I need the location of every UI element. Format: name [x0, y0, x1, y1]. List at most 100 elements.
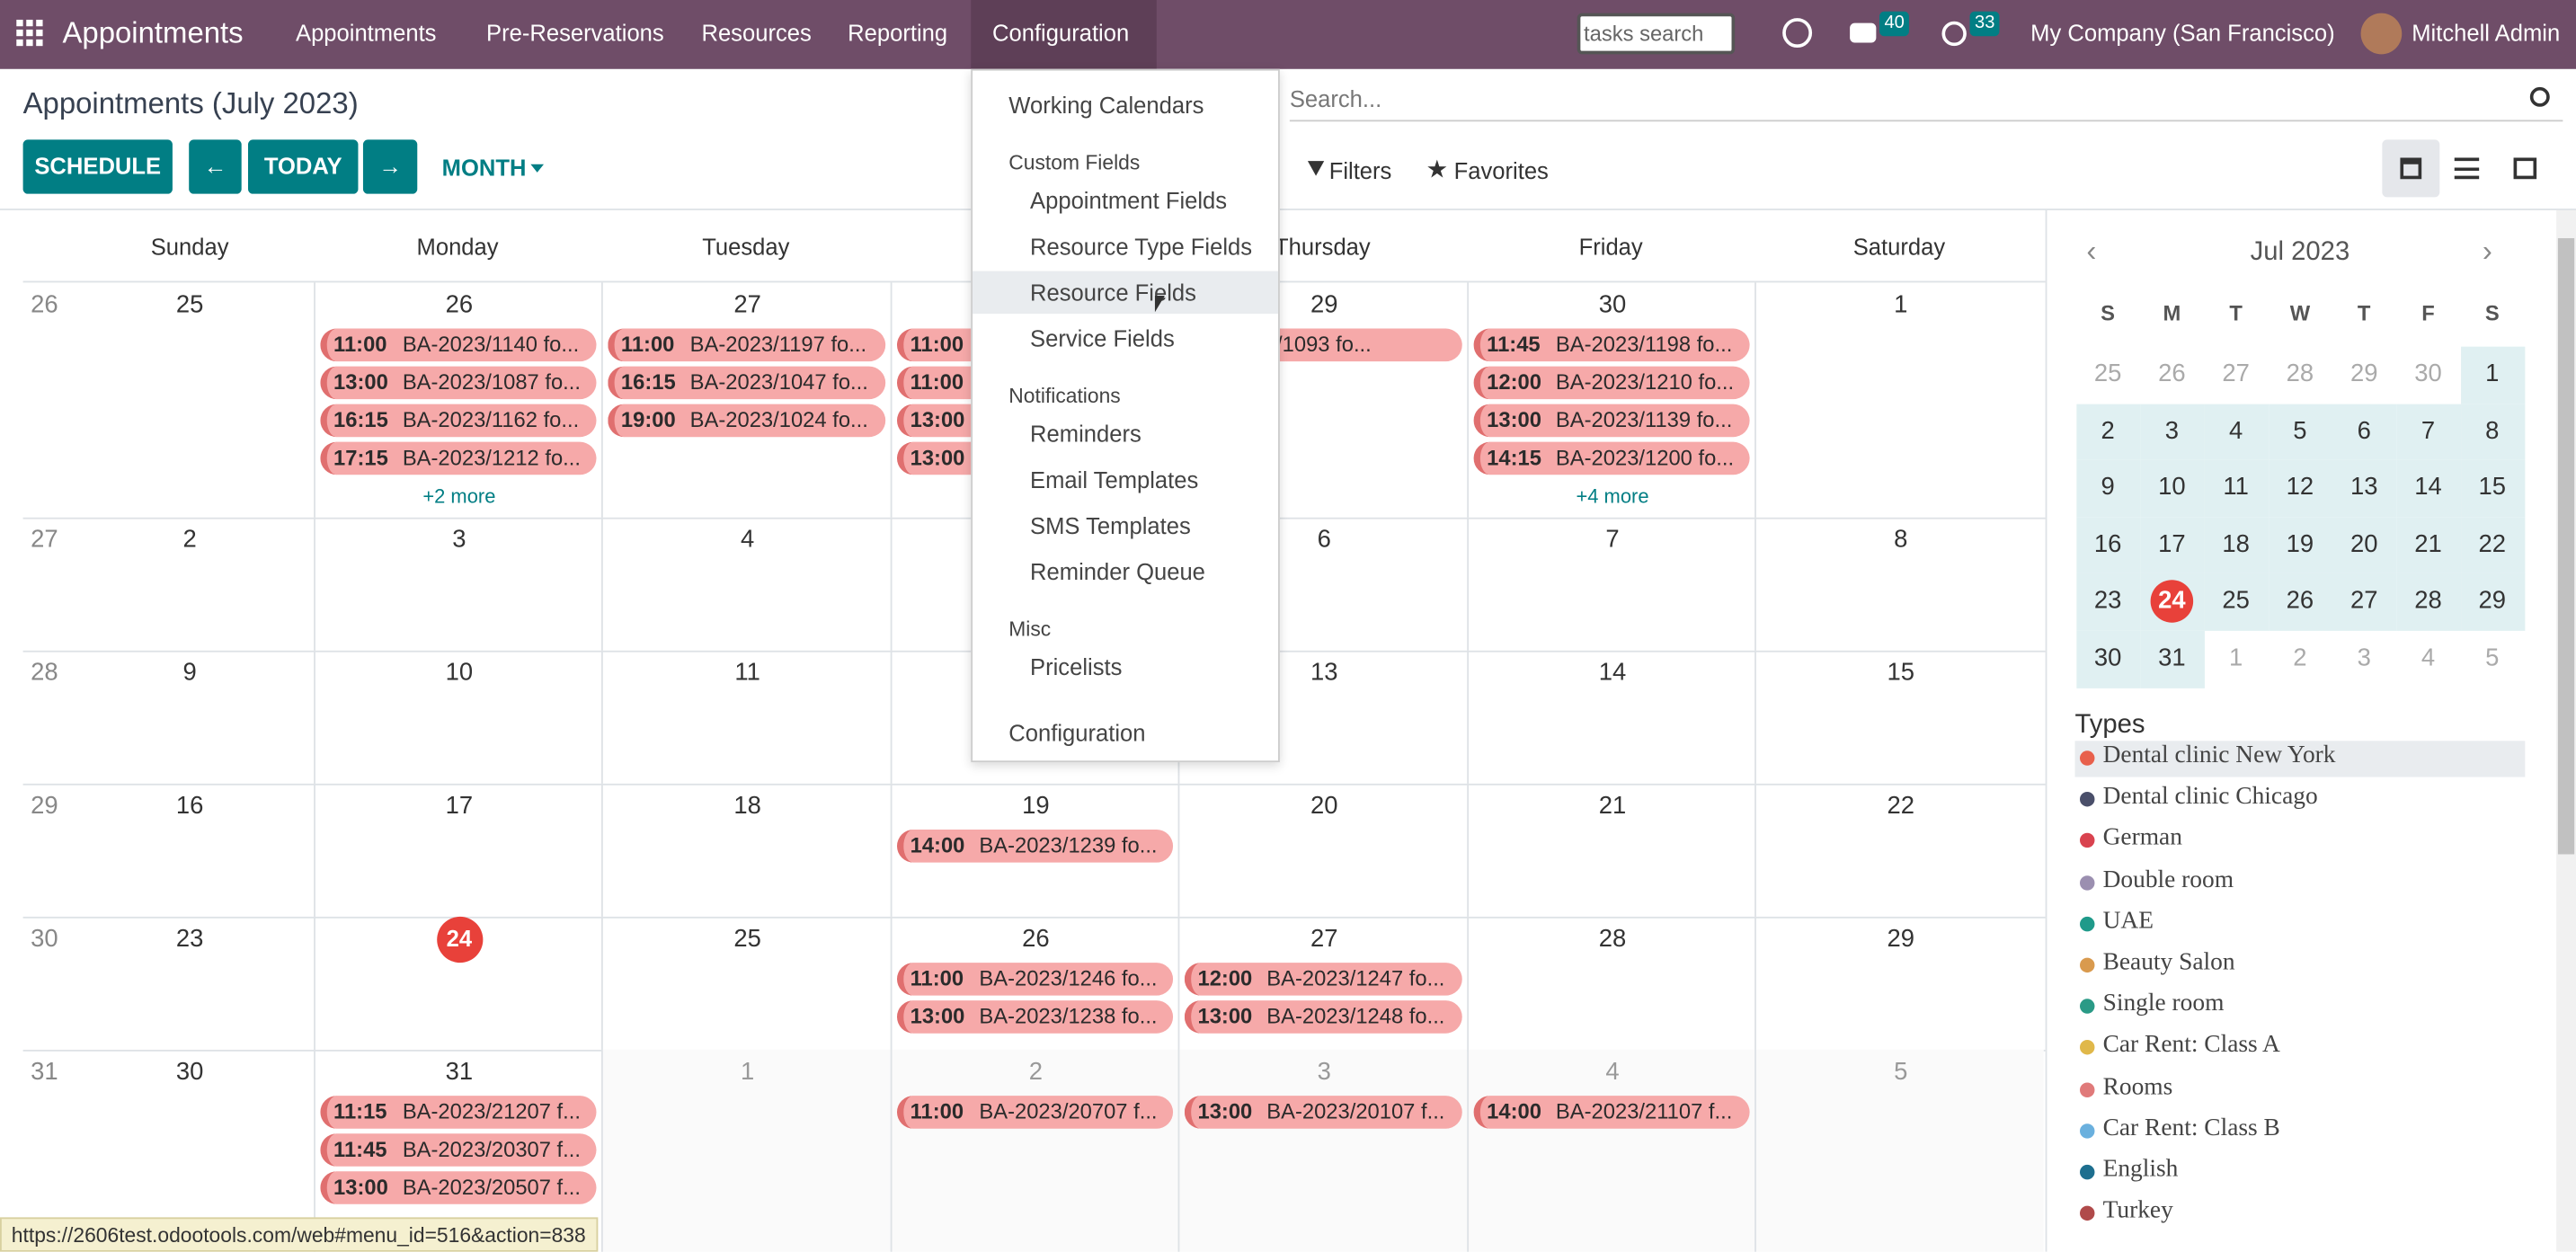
- activity-icon[interactable]: [1941, 21, 1967, 47]
- day-cell[interactable]: 20: [1177, 783, 1468, 917]
- user-menu[interactable]: Mitchell Admin: [2412, 19, 2561, 47]
- day-cell[interactable]: 3 13:00 BA-2023/20107 f...: [1177, 1049, 1468, 1252]
- type-name[interactable]: Car Rent: Class B: [2102, 1114, 2280, 1141]
- type-name[interactable]: English: [2102, 1156, 2179, 1184]
- event[interactable]: 13:00 BA-2023/20507 f...: [320, 1171, 597, 1204]
- next-button[interactable]: →: [362, 139, 418, 194]
- search-icon[interactable]: [2529, 86, 2550, 107]
- tasks-search[interactable]: tasks search: [1577, 13, 1736, 55]
- dropdown-item[interactable]: Appointment Fields: [1030, 187, 1228, 214]
- mini-day[interactable]: 28: [2414, 587, 2442, 616]
- mini-day[interactable]: 5: [2293, 416, 2307, 445]
- mini-day[interactable]: 17: [2158, 530, 2186, 559]
- day-cell[interactable]: 1: [600, 1049, 891, 1252]
- day-cell[interactable]: 25: [66, 282, 314, 517]
- dropdown-item[interactable]: Reminders: [1030, 420, 1141, 448]
- chat-icon[interactable]: [1850, 22, 1877, 43]
- more-link[interactable]: +4 more: [1576, 484, 1649, 508]
- mini-day[interactable]: 27: [2222, 360, 2250, 388]
- dropdown-item[interactable]: Email Templates: [1030, 466, 1199, 493]
- menu-item[interactable]: Configuration: [991, 19, 1130, 47]
- mini-day[interactable]: 27: [2349, 587, 2378, 616]
- dropdown-item[interactable]: Configuration: [1008, 719, 1146, 746]
- mini-day[interactable]: 14: [2414, 473, 2442, 502]
- mini-day[interactable]: 2: [2293, 644, 2307, 672]
- day-cell[interactable]: 25: [600, 916, 891, 1050]
- day-cell[interactable]: 1: [1754, 282, 2044, 518]
- prev-button[interactable]: ←: [189, 139, 242, 194]
- event[interactable]: 13:00 BA-2023/1238 fo...: [896, 1000, 1174, 1034]
- mini-day[interactable]: 25: [2222, 587, 2250, 616]
- view-list[interactable]: [2454, 157, 2480, 180]
- type-name[interactable]: UAE: [2102, 908, 2154, 935]
- mini-next[interactable]: ›: [2482, 235, 2492, 268]
- event[interactable]: 11:00 BA-2023/20707 f...: [896, 1096, 1174, 1129]
- mini-day[interactable]: 29: [2478, 587, 2507, 616]
- day-cell[interactable]: 15: [1754, 650, 2044, 784]
- day-cell[interactable]: 24: [314, 916, 601, 1050]
- event[interactable]: 17:15 BA-2023/1212 fo...: [320, 441, 597, 475]
- mini-day[interactable]: 11: [2223, 473, 2249, 502]
- day-cell[interactable]: 27 11:00 BA-2023/1197 fo... 16:15 BA-2023/10…: [600, 282, 891, 518]
- day-cell[interactable]: 29: [1754, 916, 2044, 1050]
- dropdown-item[interactable]: Pricelists: [1030, 653, 1123, 680]
- event[interactable]: 16:15 BA-2023/1162 fo...: [320, 404, 597, 438]
- mini-day[interactable]: 1: [2485, 360, 2500, 388]
- discuss-icon[interactable]: [1782, 18, 1813, 49]
- mini-day[interactable]: 5: [2485, 644, 2500, 672]
- schedule-button[interactable]: SCHEDULE: [22, 139, 173, 194]
- mini-day[interactable]: 24: [2158, 587, 2186, 616]
- dropdown-item[interactable]: Service Fields: [1030, 324, 1175, 352]
- event[interactable]: 14:00 BA-2023/1239 fo...: [896, 830, 1174, 863]
- type-name[interactable]: Single room: [2102, 990, 2225, 1017]
- dropdown-item[interactable]: SMS Templates: [1030, 512, 1191, 539]
- view-gantt[interactable]: [2513, 157, 2537, 180]
- favorites-button[interactable]: Favorites: [1453, 157, 1549, 184]
- event[interactable]: 14:00 BA-2023/21107 f...: [1473, 1096, 1750, 1129]
- day-cell[interactable]: [890, 517, 1178, 651]
- mini-day[interactable]: 4: [2229, 416, 2243, 445]
- type-name[interactable]: Turkey: [2102, 1197, 2173, 1225]
- event[interactable]: 14:15 BA-2023/1200 fo...: [1473, 441, 1750, 475]
- day-cell[interactable]: 9: [66, 651, 314, 784]
- day-cell[interactable]: 10: [314, 650, 601, 784]
- type-name[interactable]: Car Rent: Class A: [2102, 1032, 2280, 1059]
- mini-day[interactable]: 21: [2414, 530, 2442, 559]
- day-cell[interactable]: 2 11:00 BA-2023/20707 f...: [890, 1049, 1178, 1252]
- view-calendar[interactable]: [2382, 139, 2440, 198]
- filters-button[interactable]: Filters: [1328, 157, 1392, 184]
- event[interactable]: 11:00 BA-2023/1197 fo...: [608, 328, 886, 362]
- day-cell[interactable]: 23: [66, 917, 314, 1050]
- mini-day[interactable]: 8: [2485, 416, 2500, 445]
- day-cell[interactable]: 11: [600, 650, 891, 784]
- scrollbar-thumb[interactable]: [2557, 238, 2575, 855]
- day-cell[interactable]: 26 11:00 BA-2023/1140 fo... 13:00 BA-2023/10…: [314, 282, 601, 518]
- mini-day[interactable]: 19: [2286, 530, 2314, 559]
- menu-item[interactable]: Reporting: [848, 19, 948, 47]
- mini-day[interactable]: 29: [2349, 360, 2378, 388]
- event[interactable]: 11:15 BA-2023/21207 f...: [320, 1096, 597, 1129]
- day-cell[interactable]: 4: [600, 517, 891, 651]
- event[interactable]: 12:00 BA-2023/1210 fo...: [1473, 366, 1750, 400]
- event[interactable]: 19:00 BA-2023/1024 fo...: [608, 404, 886, 438]
- menu-item[interactable]: Pre-Reservations: [486, 19, 664, 47]
- more-link[interactable]: +2 more: [422, 484, 496, 508]
- day-cell[interactable]: 3: [314, 517, 601, 651]
- day-cell[interactable]: 26 11:00 BA-2023/1246 fo... 13:00 BA-2023/12…: [890, 916, 1178, 1050]
- day-cell[interactable]: [890, 650, 1178, 784]
- day-cell[interactable]: 5: [1754, 1049, 2044, 1252]
- day-cell[interactable]: 28: [1467, 916, 1754, 1050]
- type-name[interactable]: Dental clinic New York: [2102, 742, 2336, 769]
- mini-day[interactable]: 31: [2158, 644, 2186, 672]
- type-name[interactable]: Beauty Salon: [2102, 949, 2235, 976]
- event[interactable]: 11:45 BA-2023/1198 fo...: [1473, 328, 1750, 362]
- mini-day[interactable]: 2: [2101, 416, 2115, 445]
- event[interactable]: 13:00 BA-2023/1248 fo...: [1184, 1000, 1462, 1034]
- event[interactable]: 13:00 BA-2023/20107 f...: [1184, 1096, 1462, 1129]
- scale-dropdown[interactable]: MONTH: [442, 155, 545, 181]
- day-cell[interactable]: 27 12:00 BA-2023/1247 fo... 13:00 BA-2023/12…: [1177, 916, 1468, 1050]
- mini-day[interactable]: 4: [2421, 644, 2436, 672]
- mini-day[interactable]: 6: [2357, 416, 2371, 445]
- mini-day[interactable]: 18: [2222, 530, 2250, 559]
- mini-day[interactable]: 30: [2414, 360, 2442, 388]
